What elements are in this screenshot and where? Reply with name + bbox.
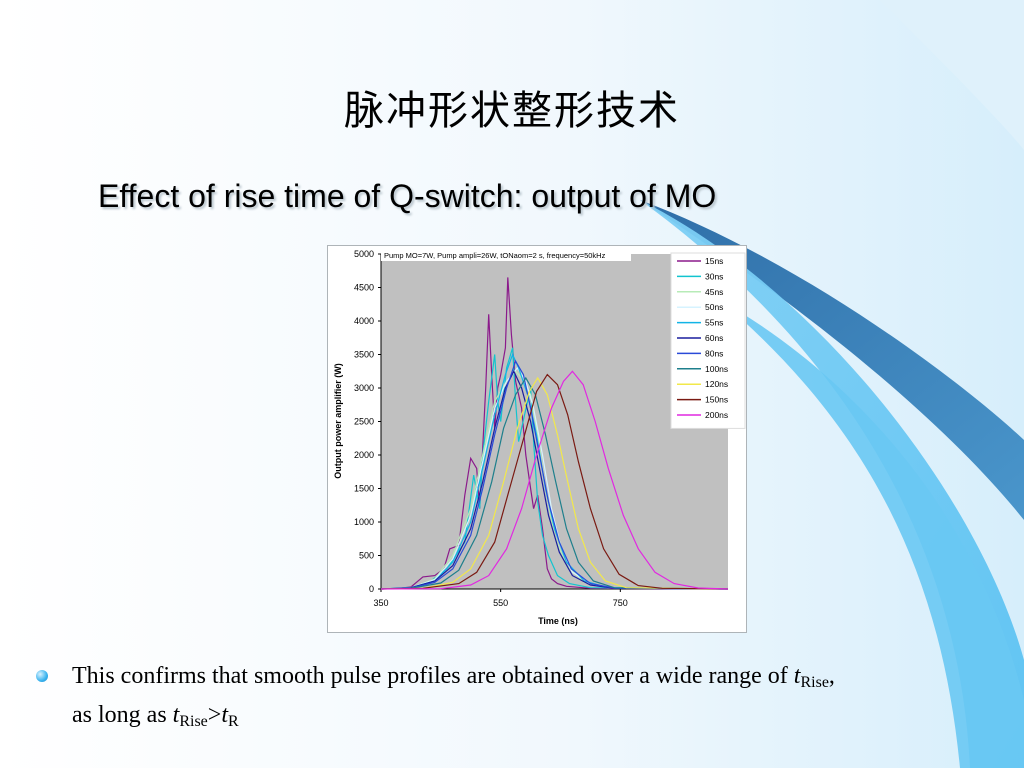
legend-label: 55ns xyxy=(705,318,723,328)
legend-label: 100ns xyxy=(705,364,728,374)
comma: , xyxy=(828,663,835,689)
legend-label: 45ns xyxy=(705,287,723,297)
legend-label: 60ns xyxy=(705,333,723,343)
slide-subtitle: Effect of rise time of Q-switch: output … xyxy=(98,178,717,214)
y-tick-label: 0 xyxy=(369,584,374,594)
legend-label: 200ns xyxy=(705,410,728,420)
chart-container: 0 500 1000 1500 2000 2500 3000 3500 4000 4500 5000… xyxy=(327,245,747,633)
series-line-80ns xyxy=(380,359,729,590)
x-tick-label: 750 xyxy=(613,598,628,608)
legend-label: 15ns xyxy=(705,256,723,266)
series-line-45ns xyxy=(380,370,729,590)
y-tick-label: 1500 xyxy=(354,484,374,494)
y-tick-label: 5000 xyxy=(354,249,374,259)
y-tick-label: 1000 xyxy=(354,517,374,527)
line-chart: 0 500 1000 1500 2000 2500 3000 3500 4000 4500 5000… xyxy=(333,249,746,626)
rise-subscript: Rise xyxy=(800,674,829,691)
series-line-100ns xyxy=(380,376,729,590)
legend-label: 30ns xyxy=(705,271,723,281)
legend-label: 50ns xyxy=(705,302,723,312)
y-tick-label: 2500 xyxy=(354,417,374,427)
t-symbol-3: t xyxy=(221,702,228,728)
chart-axes: 0 500 1000 1500 2000 2500 3000 3500 4000 4500 5000… xyxy=(354,249,728,608)
slide-title: 脉冲形状整形技术 xyxy=(344,88,680,134)
y-tick-label: 500 xyxy=(359,551,374,561)
chart-legend: 15ns 30ns 45ns 50ns 55ns 60ns 80ns 100ns 120ns 15… xyxy=(670,252,746,429)
t-symbol-2: t xyxy=(172,702,180,728)
y-tick-label: 2000 xyxy=(354,450,374,460)
r-subscript: R xyxy=(228,713,239,730)
bullet-text-part2: as long as xyxy=(72,702,173,728)
series-layer xyxy=(380,277,729,590)
bullet-icon xyxy=(36,670,48,682)
series-line-50ns xyxy=(380,366,729,590)
greater-than: > xyxy=(207,702,222,728)
y-tick-label: 4500 xyxy=(354,283,374,293)
t-symbol: t xyxy=(793,663,801,689)
rise-subscript-2: Rise xyxy=(179,713,208,730)
legend-label: 150ns xyxy=(705,395,728,405)
annotation-layer: Pump MO=7W, Pump ampli=26W, tONaom=2 s, … xyxy=(381,249,631,261)
legend-label: 80ns xyxy=(705,348,723,358)
y-tick-label: 3000 xyxy=(354,383,374,393)
chart-annotation: Pump MO=7W, Pump ampli=26W, tONaom=2 s, … xyxy=(384,251,606,260)
series-line-120ns xyxy=(380,376,729,590)
x-tick-label: 350 xyxy=(373,598,388,608)
bullet-text: This confirms that smooth pulse profiles… xyxy=(72,660,1012,738)
x-tick-label: 550 xyxy=(493,598,508,608)
series-line-60ns xyxy=(380,369,729,590)
series-line-200ns xyxy=(380,370,729,590)
y-axis-label: Output power amplifier (W) xyxy=(333,363,343,479)
annotation-box xyxy=(381,249,631,261)
x-axis-label: Time (ns) xyxy=(538,616,578,626)
series-line-150ns xyxy=(380,373,729,590)
bullet-text-part1: This confirms that smooth pulse profiles… xyxy=(72,663,794,689)
y-tick-label: 4000 xyxy=(354,316,374,326)
y-tick-label: 3500 xyxy=(354,350,374,360)
legend-label: 120ns xyxy=(705,379,728,389)
